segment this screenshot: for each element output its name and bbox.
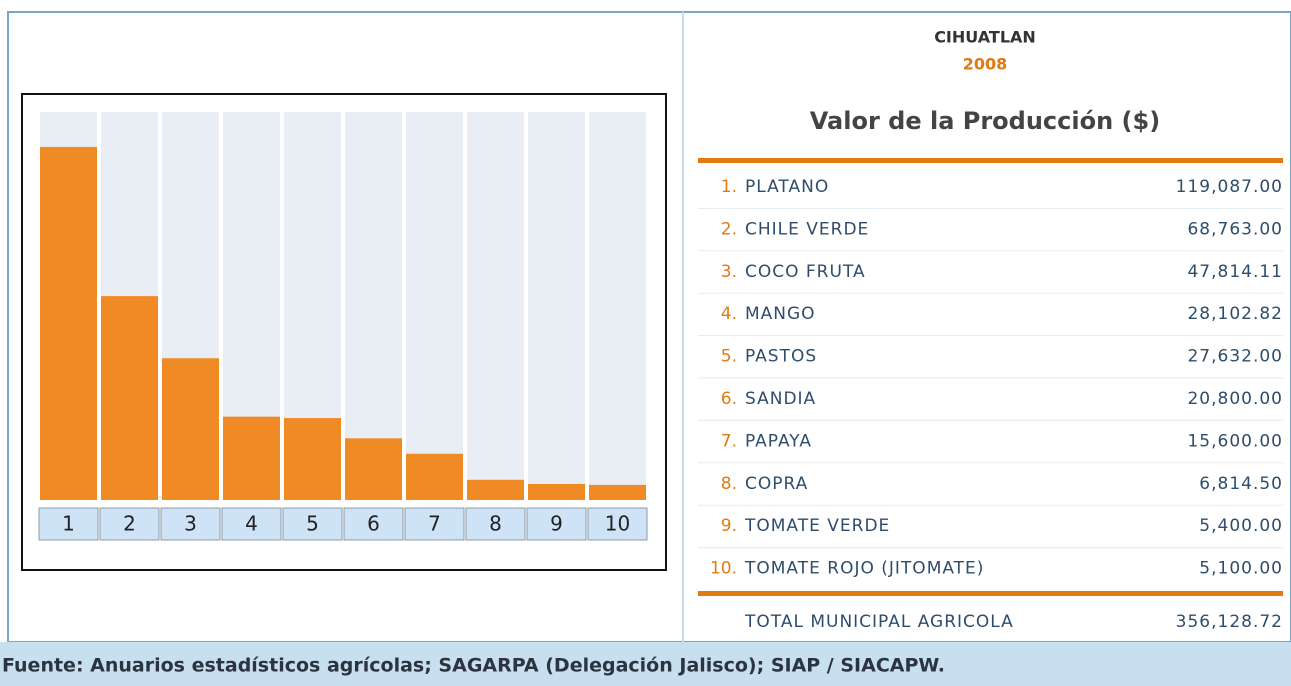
rank: 2. bbox=[721, 219, 737, 239]
crop-value: 28,102.82 bbox=[1187, 304, 1283, 324]
rank: 1. bbox=[721, 177, 737, 197]
category-box bbox=[38, 507, 99, 541]
crop-name: SANDIA bbox=[745, 389, 816, 409]
crop-value: 5,100.00 bbox=[1199, 559, 1283, 579]
crop-value: 15,600.00 bbox=[1187, 431, 1283, 451]
category-box bbox=[404, 507, 465, 541]
bar bbox=[223, 416, 280, 500]
x-tick-label: 3 bbox=[184, 512, 197, 536]
crop-value: 5,400.00 bbox=[1199, 516, 1283, 536]
category-box bbox=[526, 507, 587, 541]
place: CIHUATLAN bbox=[934, 28, 1036, 47]
crop-name: COPRA bbox=[745, 474, 808, 494]
category-box bbox=[221, 507, 282, 541]
crop-name: COCO FRUTA bbox=[745, 262, 866, 282]
category-box bbox=[99, 507, 160, 541]
category-box bbox=[282, 507, 343, 541]
x-tick-label: 8 bbox=[489, 512, 502, 536]
x-tick-label: 1 bbox=[62, 512, 75, 536]
x-tick-label: 10 bbox=[605, 512, 630, 536]
total-value: 356,128.72 bbox=[1176, 612, 1283, 632]
category-box bbox=[160, 507, 221, 541]
crop-name: TOMATE ROJO (JITOMATE) bbox=[744, 559, 984, 579]
footer-bar bbox=[0, 642, 1291, 686]
crop-name: PASTOS bbox=[745, 347, 817, 367]
bar bbox=[284, 418, 341, 500]
bar bbox=[589, 484, 646, 500]
year: 2008 bbox=[963, 55, 1008, 74]
crop-name: PLATANO bbox=[745, 177, 829, 197]
x-tick-label: 5 bbox=[306, 512, 319, 536]
crop-name: MANGO bbox=[745, 304, 816, 324]
crop-value: 68,763.00 bbox=[1187, 219, 1283, 239]
bar-background bbox=[589, 112, 646, 500]
category-box bbox=[465, 507, 526, 541]
bar bbox=[162, 358, 219, 500]
total-name: TOTAL MUNICIPAL AGRICOLA bbox=[744, 612, 1014, 632]
bar bbox=[528, 483, 585, 500]
rule-top bbox=[698, 158, 1283, 163]
rule-bottom bbox=[698, 591, 1283, 596]
rank: 6. bbox=[721, 389, 737, 409]
bar bbox=[406, 453, 463, 500]
bar bbox=[40, 146, 97, 501]
crop-value: 119,087.00 bbox=[1176, 177, 1283, 197]
rank: 5. bbox=[721, 347, 737, 367]
rank: 7. bbox=[721, 431, 737, 451]
bar bbox=[101, 296, 158, 500]
crop-name: PAPAYA bbox=[745, 431, 812, 451]
bar-background bbox=[528, 112, 585, 500]
bar bbox=[345, 438, 402, 500]
bar bbox=[467, 479, 524, 500]
x-tick-label: 9 bbox=[550, 512, 563, 536]
bar-background bbox=[406, 112, 463, 500]
x-tick-label: 2 bbox=[123, 512, 136, 536]
crop-value: 6,814.50 bbox=[1199, 474, 1283, 494]
category-box bbox=[343, 507, 404, 541]
rank: 4. bbox=[721, 304, 737, 324]
x-tick-label: 4 bbox=[245, 512, 258, 536]
x-tick-label: 7 bbox=[428, 512, 441, 536]
bar-background bbox=[345, 112, 402, 500]
crop-value: 27,632.00 bbox=[1187, 347, 1283, 367]
x-tick-label: 6 bbox=[367, 512, 380, 536]
rank: 10. bbox=[710, 559, 737, 579]
bar-background bbox=[467, 112, 524, 500]
footer-source: Fuente: Anuarios estadísticos agrícolas;… bbox=[2, 655, 945, 677]
crop-name: CHILE VERDE bbox=[745, 219, 869, 239]
rank: 3. bbox=[721, 262, 737, 282]
crop-value: 47,814.11 bbox=[1187, 262, 1283, 282]
category-box bbox=[587, 507, 648, 541]
rank: 8. bbox=[721, 474, 737, 494]
crop-name: TOMATE VERDE bbox=[744, 516, 890, 536]
table-title: Valor de la Producción ($) bbox=[810, 107, 1160, 135]
rank: 9. bbox=[721, 516, 737, 536]
crop-value: 20,800.00 bbox=[1187, 389, 1283, 409]
